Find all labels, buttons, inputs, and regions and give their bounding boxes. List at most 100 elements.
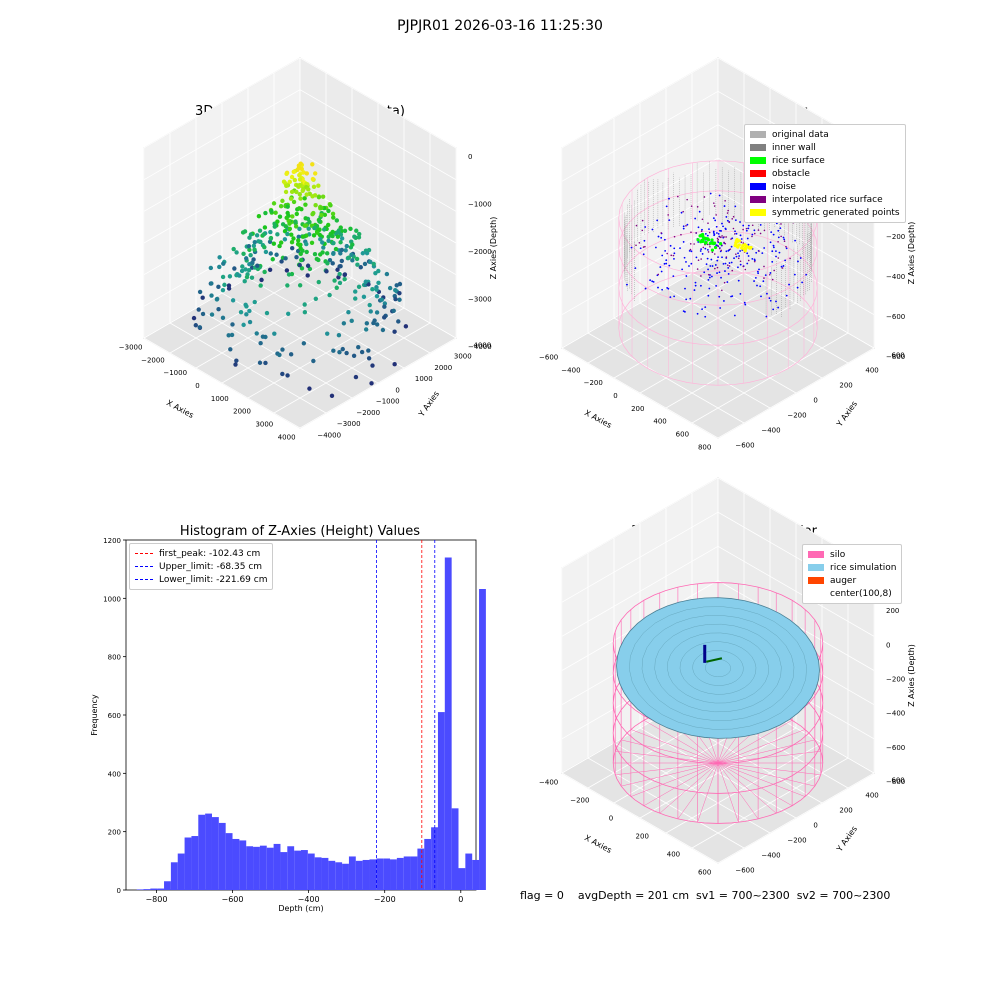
- raw-point: [284, 215, 289, 221]
- interpolated-point: [725, 256, 728, 258]
- raw-point: [291, 236, 296, 241]
- symmetric-swatch: [750, 209, 766, 216]
- raw-point: [277, 214, 283, 219]
- histogram-legend: first_peak: -102.43 cm Upper_limit: -68.…: [129, 543, 274, 590]
- noise-point: [778, 251, 781, 254]
- raw-point: [327, 257, 333, 263]
- noise-point: [651, 228, 654, 231]
- noise-point: [759, 224, 762, 226]
- noise-point: [673, 257, 675, 260]
- legend-noise: noise: [772, 181, 796, 192]
- x-axis-label: X Axies: [583, 833, 613, 855]
- x-axis-label: X Axies: [165, 398, 195, 420]
- interpolated-point: [666, 252, 668, 255]
- x-tick-label: −1000: [163, 369, 187, 377]
- noise-point: [697, 226, 700, 229]
- raw-point: [366, 348, 371, 353]
- raw-point: [268, 251, 273, 256]
- raw-point: [304, 223, 309, 228]
- raw-point: [370, 287, 375, 292]
- raw-point: [242, 279, 247, 284]
- noise-point: [718, 271, 721, 274]
- raw-point: [270, 257, 275, 262]
- rice-simulation-surface: [616, 597, 820, 739]
- noise-point: [721, 256, 723, 259]
- noise-point: [735, 255, 738, 258]
- noise-point: [712, 230, 715, 233]
- raw-point: [243, 302, 248, 308]
- raw-point: [310, 176, 316, 182]
- raw-point: [216, 284, 221, 290]
- raw-point: [330, 211, 336, 216]
- interpolated-point: [721, 235, 723, 237]
- z-axis-label: Z Axies (Depth): [907, 222, 916, 285]
- noise-point: [705, 263, 708, 266]
- y-tick-label: 0: [813, 396, 817, 404]
- histogram-bar: [294, 850, 301, 890]
- interpolated-point: [677, 195, 679, 198]
- histogram-ytick-label: 600: [108, 712, 121, 720]
- rice-mesh-line: [679, 641, 757, 695]
- noise-point: [765, 315, 768, 318]
- interpolated-point: [732, 227, 735, 230]
- noise-point: [644, 226, 647, 228]
- grid-line: [717, 347, 875, 439]
- interpolated-point: [723, 281, 726, 284]
- raw-point: [358, 265, 363, 270]
- raw-point: [335, 234, 341, 239]
- noise-point: [721, 222, 723, 225]
- noise-point: [664, 249, 667, 252]
- histogram-bar: [376, 858, 384, 890]
- histogram-bar: [287, 846, 295, 890]
- histogram-bar: [472, 859, 480, 890]
- noise-point: [688, 265, 690, 267]
- noise-point: [796, 286, 799, 289]
- silo-floor-spoke: [643, 720, 719, 764]
- histogram-bar: [164, 881, 171, 890]
- noise-point: [707, 268, 709, 271]
- noise-point: [710, 275, 713, 278]
- noise-point: [739, 234, 742, 237]
- legend-silo: silo: [830, 549, 846, 560]
- raw-point: [293, 219, 298, 224]
- y-tick-label: −400: [761, 426, 780, 434]
- raw-point: [374, 310, 380, 315]
- grid-line: [143, 89, 301, 181]
- noise-point: [661, 254, 664, 257]
- raw-point: [234, 250, 239, 255]
- interpolated-point: [753, 260, 756, 263]
- y-axis-label: Y Axies: [834, 824, 859, 854]
- noise-point: [772, 244, 775, 247]
- interpolated-point: [682, 210, 684, 213]
- noise-point: [707, 294, 710, 297]
- noise-point: [710, 258, 713, 261]
- noise-point: [761, 252, 764, 254]
- silo-floor-spoke: [717, 762, 815, 787]
- raw-point: [300, 234, 306, 239]
- noise-point: [669, 296, 672, 299]
- y-tick-label: 400: [865, 791, 878, 799]
- raw-point: [297, 192, 303, 197]
- first-peak-line-swatch: [135, 553, 153, 554]
- raw-point: [349, 318, 354, 324]
- raw-point: [193, 323, 199, 328]
- interpolated-point: [690, 231, 692, 234]
- raw-point: [282, 237, 288, 242]
- raw-point: [326, 208, 331, 214]
- noise-point: [769, 272, 772, 274]
- noise-point: [777, 229, 780, 232]
- histogram-title: Histogram of Z-Axies (Height) Values: [179, 524, 421, 539]
- histogram-bar: [170, 862, 178, 890]
- silo-floor-spoke: [659, 762, 719, 814]
- grid-line: [169, 322, 327, 414]
- raw-point: [240, 264, 245, 269]
- noise-point: [746, 237, 749, 240]
- raw-point: [356, 235, 362, 240]
- raw-point: [275, 232, 280, 237]
- raw-point: [313, 203, 318, 208]
- raw-point: [258, 340, 263, 346]
- noise-point: [704, 315, 707, 318]
- x-tick-label: 600: [676, 431, 689, 439]
- raw-point: [363, 279, 368, 284]
